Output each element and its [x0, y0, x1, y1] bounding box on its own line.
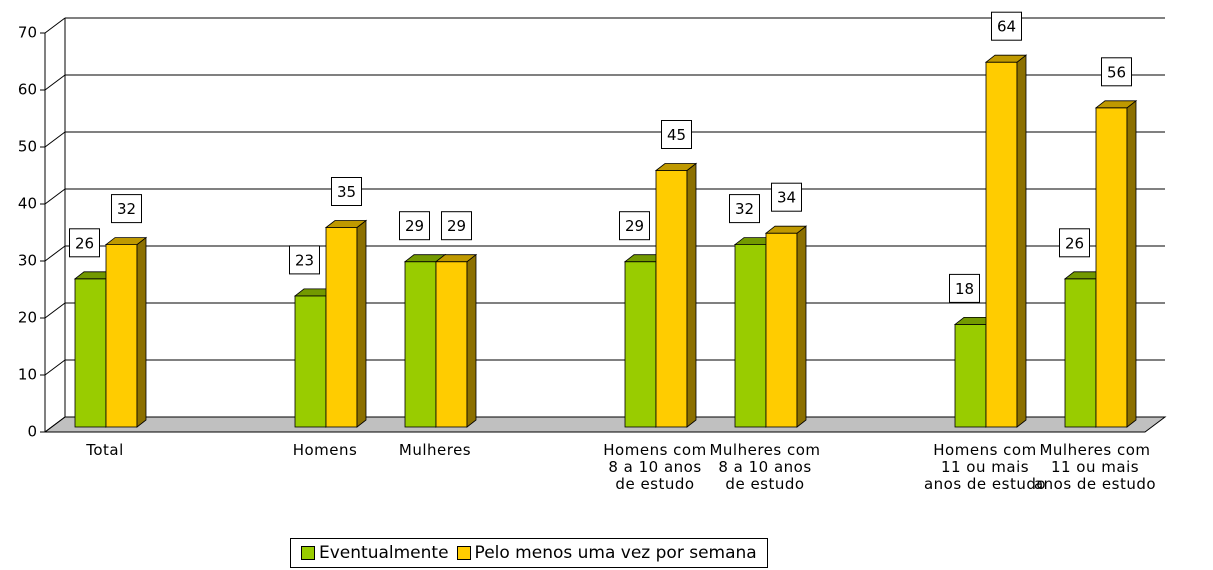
value-label-box: [729, 194, 760, 224]
legend-swatch: [456, 546, 471, 560]
value-label-box: [399, 211, 430, 241]
value-label-box: [771, 182, 802, 212]
bar-front: [765, 232, 798, 428]
x-tick-label: Total: [86, 441, 124, 459]
value-label: 18: [955, 280, 974, 298]
value-label: 26: [1065, 234, 1084, 252]
bar-front: [1095, 107, 1128, 428]
bar-top: [654, 163, 698, 171]
bar-front: [1064, 278, 1097, 428]
y-tick-label: 60: [18, 81, 37, 99]
legend-label: Eventualmente: [319, 543, 449, 563]
y-tick-label: 20: [18, 309, 37, 327]
value-label: 29: [405, 217, 424, 235]
y-tick-label: 70: [18, 24, 37, 42]
grid-line: [44, 359, 66, 376]
bar-front: [655, 170, 688, 428]
legend: Eventualmente Pelo menos uma vez por sema…: [290, 538, 768, 568]
value-label: 29: [625, 217, 644, 235]
bar-front: [325, 227, 358, 428]
bar-side: [466, 253, 477, 428]
bar-front: [74, 278, 107, 428]
bar: [984, 54, 1028, 428]
bar-top: [984, 54, 1028, 63]
value-label: 32: [735, 200, 754, 218]
bar-front: [105, 244, 138, 428]
value-label-box: [111, 194, 142, 224]
x-tick-label: Homens: [292, 441, 358, 459]
bar-side: [136, 236, 147, 428]
value-label: 32: [117, 200, 136, 218]
bar-front: [435, 261, 468, 428]
value-label: 64: [997, 18, 1016, 36]
bar-front: [624, 261, 657, 428]
grid-line: [44, 17, 66, 34]
value-label-box: [991, 11, 1022, 41]
y-tick-label: 50: [18, 138, 37, 156]
bar-top: [324, 220, 368, 228]
value-label-box: [661, 120, 692, 149]
x-tick-label: Homens com 8 a 10 anos de estudo: [603, 441, 707, 493]
value-label-box: [69, 228, 100, 258]
grid-line: [44, 302, 66, 319]
bar: [764, 225, 808, 428]
legend-swatch: [301, 546, 315, 560]
y-tick-label: 40: [18, 195, 37, 213]
value-label: 26: [75, 234, 94, 252]
x-tick-label: Mulheres com 11 ou mais anos de estudo: [1033, 441, 1157, 493]
legend-label: Pelo menos uma vez por semana: [474, 543, 757, 563]
bar-side: [1126, 99, 1137, 428]
y-tick-label: 30: [18, 252, 37, 270]
y-tick-label: 0: [27, 423, 37, 441]
x-tick-label: Mulheres com 8 a 10 anos de estudo: [709, 441, 821, 493]
value-label-box: [1101, 57, 1132, 87]
bar-front: [734, 244, 767, 428]
bar-top: [764, 225, 808, 234]
bar-front: [985, 61, 1018, 428]
bar: [324, 219, 368, 428]
bar-side: [356, 219, 367, 428]
bar-front: [404, 261, 437, 428]
grid-line: [44, 245, 66, 262]
x-tick-label: Homens com 11 ou mais anos de estudo: [923, 441, 1047, 493]
value-label: 23: [295, 251, 314, 269]
grid-line: [44, 416, 66, 433]
value-label: 34: [777, 189, 796, 207]
bar-side: [686, 162, 697, 428]
grid-line: [44, 188, 66, 205]
grid-line: [44, 131, 66, 148]
bar-top: [1094, 100, 1138, 109]
value-label-box: [949, 273, 980, 303]
value-label-box: [289, 245, 320, 275]
value-label: 56: [1107, 63, 1126, 81]
value-label-box: [619, 211, 650, 241]
value-label: 45: [667, 126, 686, 144]
bar-side: [796, 225, 807, 428]
value-label-box: [441, 211, 472, 241]
bar-front: [294, 295, 327, 428]
grid-line: [44, 74, 66, 91]
bar: [104, 236, 148, 428]
bar: [434, 253, 478, 428]
value-label: 35: [337, 183, 356, 201]
bar-front: [954, 323, 987, 428]
value-label: 29: [447, 217, 466, 235]
y-tick-label: 10: [18, 366, 37, 384]
value-label-box: [1059, 228, 1090, 258]
bar-top: [104, 237, 148, 246]
bar-side: [1016, 54, 1027, 428]
bar-top: [434, 254, 478, 263]
bar: [654, 162, 698, 428]
bar: [1094, 99, 1138, 428]
value-label-box: [331, 177, 362, 206]
x-tick-label: Mulheres: [398, 441, 472, 459]
